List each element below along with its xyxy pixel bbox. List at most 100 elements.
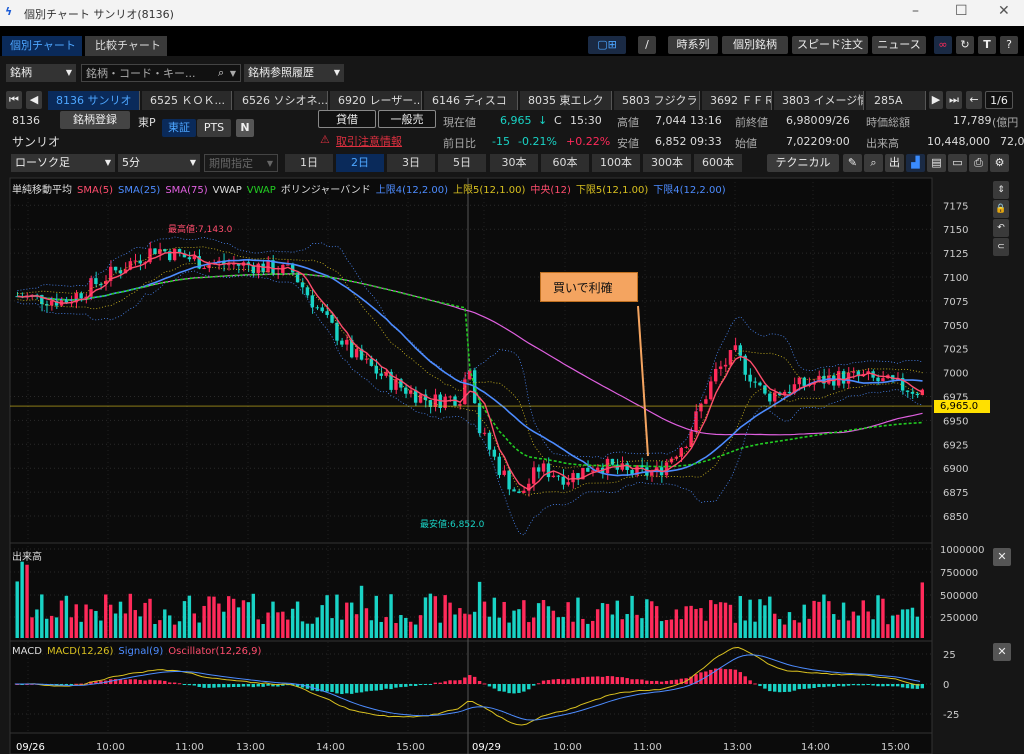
area-chart-icon[interactable]: ▟ [906, 154, 925, 172]
interval-select[interactable]: 5分 [118, 154, 200, 172]
search-type-select[interactable]: 銘柄 [6, 64, 76, 82]
oscillator-bar [468, 675, 472, 684]
history-select[interactable]: 銘柄参照履歴 [244, 64, 344, 82]
redo-icon[interactable]: ⊂ [993, 238, 1009, 256]
last-icon[interactable]: ⏭ [946, 91, 962, 109]
stock-tab[interactable]: 6525 ＫＯＫ... [142, 91, 232, 110]
period-button[interactable]: 100本 [592, 154, 640, 172]
note-annotation[interactable]: 買いで利確 [540, 272, 638, 302]
stock-tab[interactable]: 3692 ＦＦＲＩ [702, 91, 772, 110]
close-volume-icon[interactable]: ✕ [993, 548, 1011, 566]
period-button[interactable]: 2日 [336, 154, 384, 172]
settings-icon[interactable]: ⚙ [990, 154, 1009, 172]
link-icon[interactable]: ∞ [934, 36, 952, 54]
oscillator-bar [271, 684, 275, 687]
speed-order-button[interactable]: スピード注文 [792, 36, 868, 54]
legend-item: ボリンジャーバンド [280, 185, 371, 196]
search-icon[interactable]: ⌕ [218, 66, 225, 79]
candle [591, 470, 595, 472]
first-icon[interactable]: ⏮ [6, 91, 22, 109]
timeseries-button[interactable]: 時系列 [668, 36, 718, 54]
volume-bar [497, 617, 501, 638]
volume-bar [443, 595, 447, 638]
close-button[interactable]: ✕ [998, 3, 1010, 19]
folder-icon[interactable]: ▭ [948, 154, 967, 172]
search-input[interactable]: 銘柄・コード・キー... [81, 64, 241, 83]
volume-bar [148, 598, 152, 638]
sell-button[interactable]: 一般売 [378, 110, 436, 128]
volume-bar [374, 595, 378, 638]
tab-individual-chart[interactable]: 個別チャート [2, 36, 82, 56]
volume-bar [261, 623, 265, 638]
lock-icon[interactable]: 🔒 [993, 200, 1009, 218]
candle [876, 377, 880, 382]
news-button[interactable]: ニュース [872, 36, 926, 54]
refresh-icon[interactable]: ↻ [956, 36, 974, 54]
oscillator-bar [571, 678, 575, 684]
stock-tab[interactable]: 6920 レーザー... [330, 91, 422, 110]
volume-tick: 1000000 [940, 545, 985, 556]
help-icon[interactable]: ? [1000, 36, 1018, 54]
draw-icon[interactable]: / [638, 36, 656, 54]
print-icon[interactable]: ⎙ [969, 154, 988, 172]
warning-link[interactable]: 取引注意情報 [336, 135, 402, 148]
oscillator-bar [374, 684, 378, 691]
oscillator-bar [905, 684, 910, 689]
scroll-icon[interactable]: ⇕ [993, 181, 1009, 199]
oscillator-bar [325, 684, 329, 692]
stock-tab[interactable]: 285A [866, 91, 926, 110]
volume-bar [763, 605, 767, 638]
volume-icon[interactable]: 出 [885, 154, 904, 172]
layout-toggle[interactable]: ▢⊞ [588, 36, 626, 54]
chart-type-select[interactable]: ローソク足 [11, 154, 115, 172]
stock-tab[interactable]: 8035 東エレク [520, 91, 612, 110]
close-macd-icon[interactable]: ✕ [993, 643, 1011, 661]
period-button[interactable]: 60本 [541, 154, 589, 172]
memo-icon[interactable]: ▤ [927, 154, 946, 172]
next-icon[interactable]: ▶ [929, 91, 943, 109]
volume-bar [315, 617, 319, 638]
exch-pts[interactable]: PTS [197, 119, 231, 137]
text-icon[interactable]: T [978, 36, 996, 54]
minimize-button[interactable]: – [912, 3, 919, 19]
back-icon[interactable]: ← [966, 91, 982, 109]
range-select[interactable]: 期間指定 [204, 154, 278, 173]
period-button[interactable]: 3日 [387, 154, 435, 172]
undo-icon[interactable]: ↶ [993, 219, 1009, 237]
oscillator-bar [497, 684, 501, 692]
oscillator-bar [202, 684, 206, 688]
pencil-icon[interactable]: ✎ [843, 154, 862, 172]
candle [374, 365, 378, 374]
exch-tse[interactable]: 東証 [162, 119, 196, 137]
candle [256, 263, 260, 274]
period-button[interactable]: 1日 [285, 154, 333, 172]
stock-name: サンリオ [12, 135, 61, 149]
volume-bar [861, 600, 865, 638]
chart-area[interactable]: 7175 7150 7125 7100 7075 7050 7025 7000 6975 6950… [0, 176, 1024, 754]
stock-button[interactable]: 個別銘柄 [722, 36, 788, 54]
volume-bar [743, 620, 747, 638]
maximize-button[interactable]: ☐ [955, 3, 968, 19]
candle [394, 379, 398, 390]
stock-tab[interactable]: 3803 イメージ情 [774, 91, 864, 110]
candle [512, 489, 516, 492]
volume-bar [502, 601, 506, 638]
period-button[interactable]: 300本 [643, 154, 691, 172]
tab-compare-chart[interactable]: 比較チャート [85, 36, 167, 56]
stock-tab[interactable]: 8136 サンリオ [48, 91, 140, 110]
period-button[interactable]: 5日 [438, 154, 486, 172]
zoom-icon[interactable]: ⌕ [864, 154, 883, 172]
stock-tab[interactable]: 5803 フジクラ [614, 91, 700, 110]
stock-tab[interactable]: 6146 ディスコ [424, 91, 518, 110]
lend-button[interactable]: 貸借 [318, 110, 376, 128]
period-button[interactable]: 30本 [490, 154, 538, 172]
volume-bar [600, 603, 605, 638]
volume-bar [664, 620, 669, 638]
period-button[interactable]: 600本 [694, 154, 742, 172]
register-button[interactable]: 銘柄登録 [60, 111, 130, 129]
oscillator-bar [664, 680, 669, 684]
stock-tab[interactable]: 6526 ソシオネ... [234, 91, 328, 110]
news-n-icon[interactable]: N [236, 119, 254, 137]
technical-button[interactable]: テクニカル [767, 154, 839, 172]
prev-icon[interactable]: ◀ [26, 91, 42, 109]
